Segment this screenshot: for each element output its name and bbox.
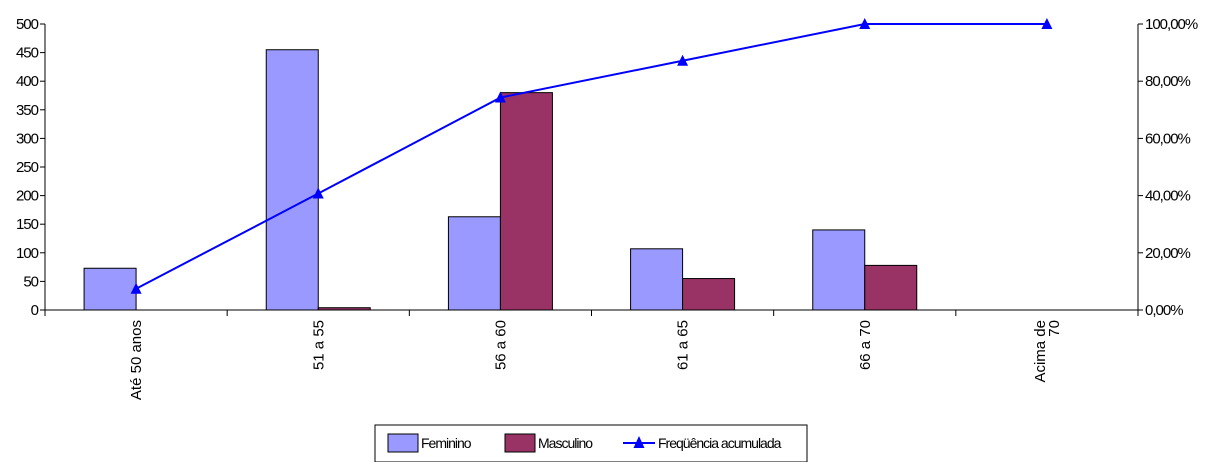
left-tick-label: 450 <box>16 45 39 62</box>
left-tick-label: 400 <box>16 73 39 90</box>
left-tick-label: 50 <box>23 273 38 290</box>
left-tick-label: 300 <box>16 130 39 147</box>
legend-label-masculino: Masculino <box>538 435 593 451</box>
cumulative-point <box>859 18 871 29</box>
bar-feminino <box>265 49 319 311</box>
bar-masculino <box>682 278 736 311</box>
legend: Feminino Masculino Freqüência acumulada <box>374 424 808 462</box>
x-axis: Até 50 anos 51 a 55 56 a 60 61 a 65 66 a 70 A… <box>44 309 1139 400</box>
category-label: 70 <box>1046 320 1063 337</box>
left-tick-label: 350 <box>16 102 39 119</box>
bars <box>83 49 918 311</box>
cumulative-line-path <box>135 23 1047 290</box>
left-tick-label: 500 <box>16 16 39 33</box>
right-tick-label: 80,00% <box>1145 73 1191 90</box>
right-y-axis: 0,00% 20,00% 40,00% 60,00% 80,00% 100,00% <box>1137 16 1199 319</box>
cumulative-point <box>1041 18 1053 29</box>
cumulative-point <box>312 187 324 199</box>
cumulative-point <box>130 282 142 294</box>
bar-feminino <box>447 216 501 311</box>
left-y-axis: 0 50 100 150 200 250 300 350 400 450 500 <box>16 16 46 319</box>
legend-swatch-masculino <box>504 433 536 453</box>
left-tick-label: 0 <box>31 302 39 319</box>
cumulative-point <box>494 91 506 103</box>
cumulative-line <box>130 18 1053 294</box>
right-tick-label: 20,00% <box>1145 245 1191 262</box>
category-label: 51 a 55 <box>310 320 327 370</box>
category-label: Acima de <box>1032 320 1049 383</box>
bar-masculino <box>864 264 918 311</box>
category-label: 56 a 60 <box>492 320 509 370</box>
right-tick-label: 100,00% <box>1145 16 1198 33</box>
left-tick-label: 100 <box>16 245 39 262</box>
bar-feminino <box>630 248 684 311</box>
right-tick-label: 0,00% <box>1145 302 1183 319</box>
cumulative-point <box>677 54 689 66</box>
category-label: Até 50 anos <box>128 320 145 400</box>
bar-feminino <box>812 229 866 311</box>
bar-masculino <box>317 307 371 311</box>
legend-label-feminino: Feminino <box>421 435 472 451</box>
left-tick-label: 250 <box>16 159 39 176</box>
legend-marker <box>633 436 645 448</box>
legend-label-cumulative: Freqüência acumulada <box>658 435 782 451</box>
right-tick-label: 60,00% <box>1145 130 1191 147</box>
right-tick-label: 40,00% <box>1145 188 1191 205</box>
bar-feminino <box>83 267 137 311</box>
left-tick-label: 200 <box>16 188 39 205</box>
legend-swatch-feminino <box>387 433 419 453</box>
bar-masculino <box>499 92 553 311</box>
category-label: 66 a 70 <box>857 320 874 370</box>
left-tick-label: 150 <box>16 216 39 233</box>
legend-box <box>374 424 808 462</box>
category-label: 61 a 65 <box>675 320 692 370</box>
